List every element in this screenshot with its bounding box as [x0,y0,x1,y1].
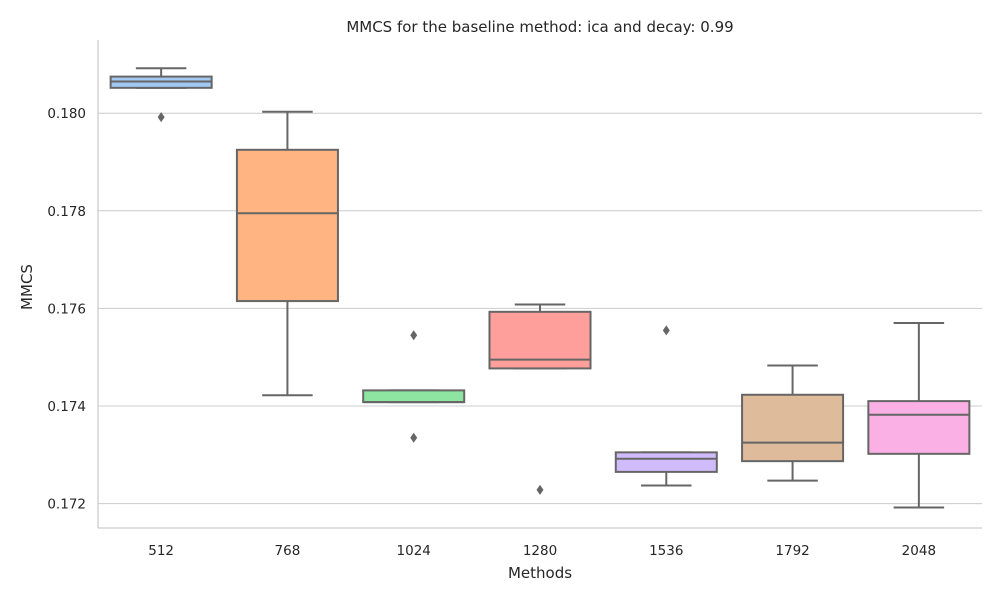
outlier-point [536,484,544,495]
x-tick-label: 1792 [775,543,809,559]
x-tick-label: 512 [148,543,174,559]
boxes-layer [109,67,971,509]
outlier-point [410,330,418,341]
box-group-1280 [488,303,592,495]
outlier-point [662,325,670,336]
y-tick-labels: 0.172 0.174 0.176 0.178 0.180 [47,106,86,512]
x-tick-label: 2048 [902,543,936,559]
box-group-768 [235,110,339,397]
box-group-1024 [362,330,466,443]
outlier-point [157,112,165,123]
box-group-2048 [867,322,971,509]
box-iqr [362,389,466,404]
x-tick-label: 768 [275,543,301,559]
y-axis-label: MMCS [18,264,36,310]
outlier-point [410,432,418,443]
box-group-512 [109,67,213,123]
box-group-1792 [741,364,845,482]
y-tick-label: 0.180 [47,106,86,122]
x-tick-label: 1280 [523,543,557,559]
box-iqr [867,400,971,455]
y-tick-label: 0.178 [47,204,86,220]
x-tick-labels: 512 768 1024 1280 1536 1792 2048 [148,543,936,559]
box-group-1536 [614,325,718,487]
box-iqr [741,393,845,463]
box-iqr [235,148,339,303]
x-tick-label: 1024 [397,543,431,559]
x-axis-label: Methods [508,564,572,582]
y-tick-label: 0.172 [47,497,86,513]
chart-title: MMCS for the baseline method: ica and de… [346,18,733,36]
box-iqr [614,451,718,473]
y-tick-label: 0.176 [47,301,86,317]
y-tick-label: 0.174 [47,399,86,415]
x-tick-label: 1536 [649,543,683,559]
